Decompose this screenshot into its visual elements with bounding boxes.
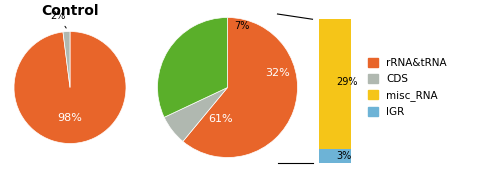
Legend: rRNA&tRNA, CDS, misc_RNA, IGR: rRNA&tRNA, CDS, misc_RNA, IGR xyxy=(368,58,447,117)
Text: 29%: 29% xyxy=(336,77,357,87)
Bar xyxy=(318,149,352,163)
Text: 3%: 3% xyxy=(336,151,351,161)
Wedge shape xyxy=(183,18,298,158)
Wedge shape xyxy=(164,88,228,141)
Bar xyxy=(318,19,352,149)
Wedge shape xyxy=(14,32,126,144)
Text: 7%: 7% xyxy=(234,21,249,31)
Text: 2%: 2% xyxy=(50,11,66,28)
Text: 61%: 61% xyxy=(208,114,233,124)
Text: 98%: 98% xyxy=(58,113,82,123)
Wedge shape xyxy=(63,32,70,88)
Text: 32%: 32% xyxy=(266,68,290,79)
Title: Control: Control xyxy=(41,4,99,18)
Wedge shape xyxy=(158,18,228,117)
